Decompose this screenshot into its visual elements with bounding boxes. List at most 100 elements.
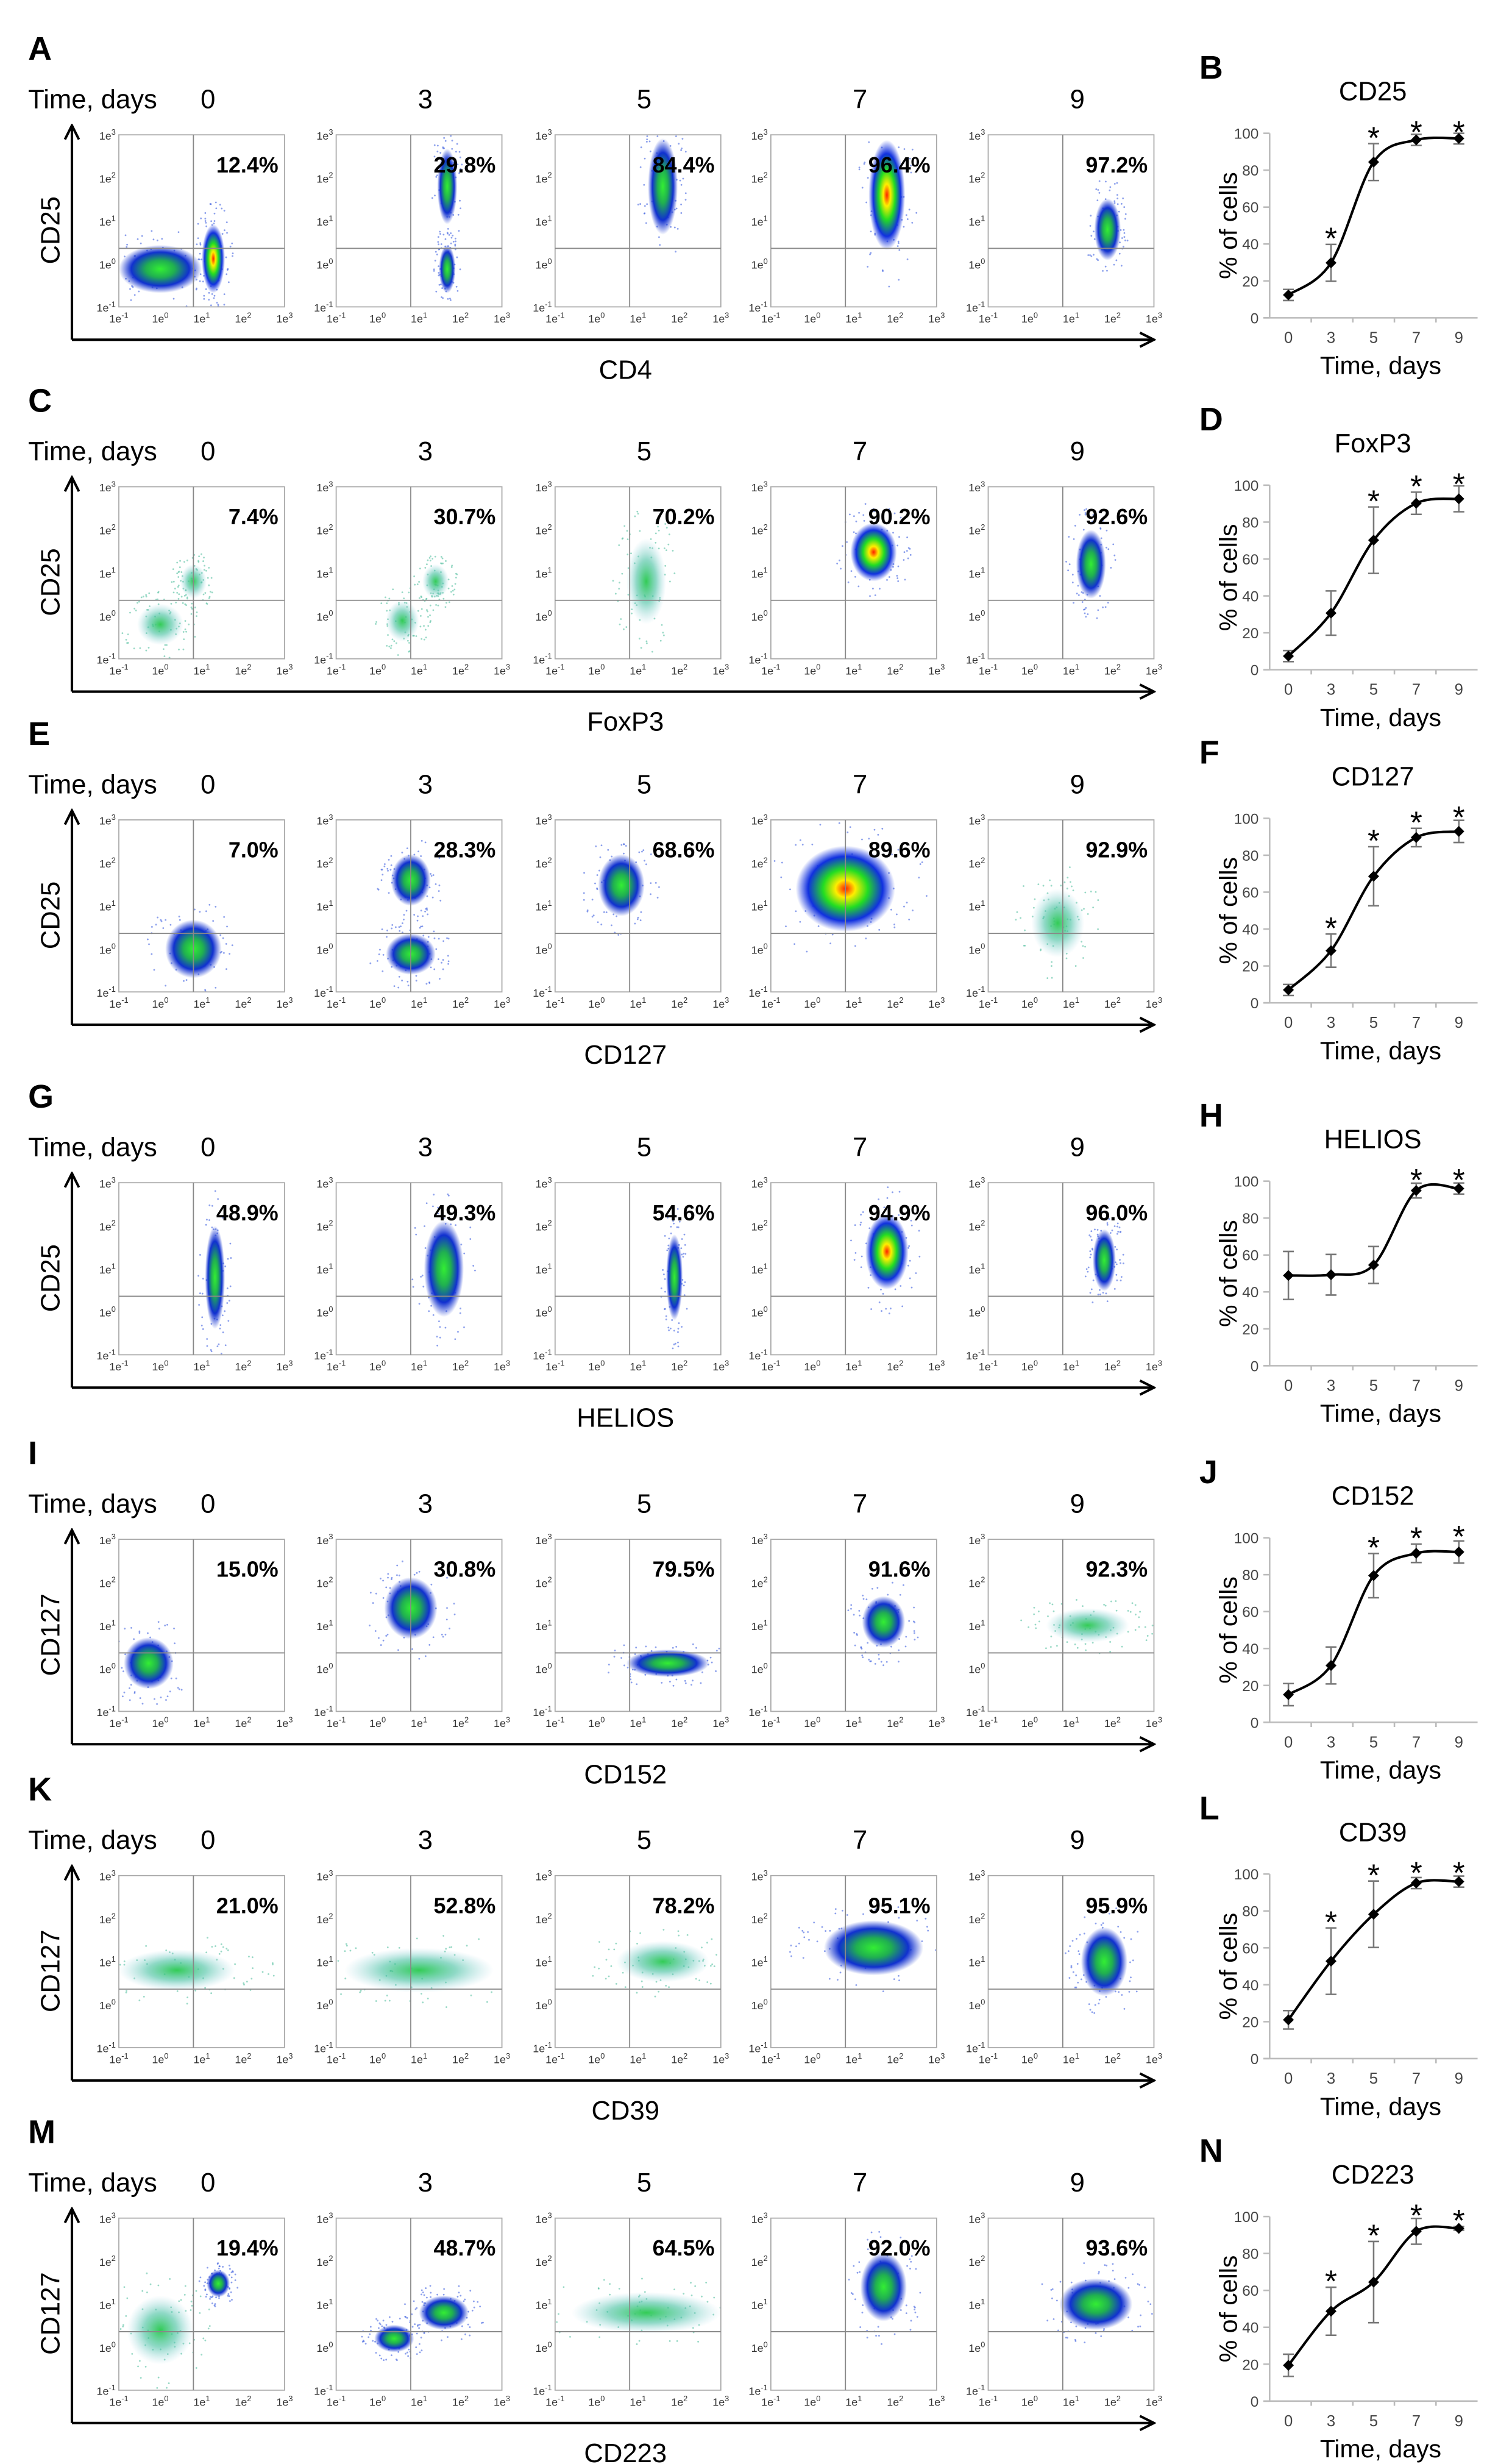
tick-base: 1e	[887, 998, 899, 1010]
event-dot	[208, 2309, 210, 2310]
event-dot	[1127, 2316, 1130, 2318]
event-dot	[421, 2301, 424, 2303]
tick-exponent: -1	[545, 299, 552, 308]
tick-exponent: 1	[328, 213, 333, 223]
tick-base: 1e	[533, 1706, 545, 1718]
event-dot	[179, 560, 181, 562]
tick-exponent: 3	[1158, 2394, 1162, 2403]
tick-base: 1e	[494, 2054, 506, 2066]
event-dot	[469, 2290, 472, 2292]
x-tick-label: 1e0	[152, 1715, 168, 1729]
event-dot	[903, 905, 905, 908]
panel-letter: B	[1199, 49, 1223, 86]
tick-base: 1e	[536, 1914, 548, 1926]
tick-base: 1e	[761, 1717, 773, 1729]
event-dot	[209, 2296, 211, 2298]
tick-base: 1e	[968, 1914, 981, 1926]
tick-exponent: 3	[981, 2211, 985, 2220]
event-dot	[141, 2290, 144, 2292]
event-dot	[1113, 1225, 1116, 1227]
event-dot	[853, 1614, 855, 1616]
event-dot	[1093, 2012, 1096, 2014]
tick-base: 1e	[588, 998, 600, 1010]
event-dot	[398, 975, 400, 978]
event-dot	[218, 1343, 220, 1345]
x-tick-label: 1e0	[369, 2051, 386, 2066]
event-dot	[215, 201, 217, 204]
tick-exponent: -1	[545, 985, 552, 994]
tick-exponent: 0	[548, 608, 552, 618]
significance-asterisk: *	[1410, 1856, 1422, 1890]
tick-base: 1e	[99, 1620, 112, 1633]
event-dot	[701, 1671, 703, 1673]
event-dot	[888, 508, 890, 510]
tick-exponent: 1	[548, 213, 552, 223]
tick-base: 1e	[1021, 664, 1034, 677]
event-dot	[829, 1929, 831, 1932]
tick-exponent: 0	[600, 310, 605, 319]
event-dot	[630, 1681, 633, 1684]
event-dot	[877, 833, 879, 836]
time-label: Time, days	[28, 2168, 157, 2198]
event-dot	[195, 2367, 197, 2369]
event-dot	[1098, 180, 1101, 182]
tick-base: 1e	[588, 2054, 600, 2066]
event-dot	[211, 2295, 214, 2298]
event-dot	[455, 577, 457, 579]
event-dot	[773, 860, 776, 862]
tick-exponent: 1	[548, 1261, 552, 1270]
event-dot	[650, 893, 651, 896]
y-tick-label: 1e-1	[748, 985, 767, 999]
tick-exponent: 3	[112, 1532, 116, 1541]
event-dot	[236, 2287, 239, 2289]
event-dot	[387, 1576, 389, 1579]
tick-exponent: 2	[328, 1575, 333, 1584]
event-dot	[361, 2335, 363, 2338]
series-line	[1287, 136, 1459, 296]
event-dot	[205, 221, 207, 224]
tick-base: 1e	[109, 2396, 121, 2409]
event-dot	[913, 1212, 915, 1215]
event-dot	[643, 183, 645, 186]
tick-exponent: 2	[464, 2051, 469, 2060]
x-tick-label: 1e3	[928, 2394, 945, 2409]
event-dot	[439, 899, 442, 902]
tick-exponent: -1	[991, 1715, 998, 1724]
tick-base: 1e	[751, 1870, 764, 1882]
event-dot	[403, 914, 405, 916]
tick-base: 1e	[411, 1717, 423, 1729]
tick-base: 1e	[536, 259, 548, 271]
tick-base: 1e	[748, 302, 761, 314]
event-dot	[1151, 1625, 1154, 1626]
event-dot	[437, 1206, 439, 1209]
event-dot	[220, 1943, 222, 1945]
event-dot	[121, 1695, 124, 1698]
y-tick-label: 1e1	[968, 566, 985, 580]
event-dot	[464, 2333, 466, 2335]
y-tick-label: 1e1	[316, 2297, 333, 2312]
event-dot	[133, 647, 135, 650]
event-dot	[196, 243, 198, 246]
event-dot	[1081, 1978, 1082, 1981]
event-dot	[1037, 1611, 1040, 1612]
tick-exponent: 1	[205, 1358, 210, 1367]
tick-base: 1e	[712, 664, 725, 677]
event-dot	[1060, 885, 1062, 887]
event-dot	[910, 1286, 913, 1289]
tick-base: 1e	[979, 664, 991, 677]
event-dot	[878, 2335, 880, 2337]
event-dot	[472, 2300, 475, 2302]
event-dot	[1016, 911, 1018, 913]
percent-label: 89.6%	[868, 838, 931, 863]
event-dot	[429, 560, 431, 561]
event-dot	[178, 649, 180, 650]
event-dot	[623, 843, 625, 846]
significance-asterisk: *	[1410, 1521, 1422, 1556]
event-dot	[428, 981, 430, 983]
tick-exponent: 2	[112, 1219, 116, 1228]
event-dot	[644, 860, 645, 862]
tick-base: 1e	[536, 2342, 548, 2354]
event-dot	[634, 515, 636, 518]
y-tick-label: 1e3	[968, 1532, 985, 1547]
event-dot	[191, 2304, 193, 2307]
